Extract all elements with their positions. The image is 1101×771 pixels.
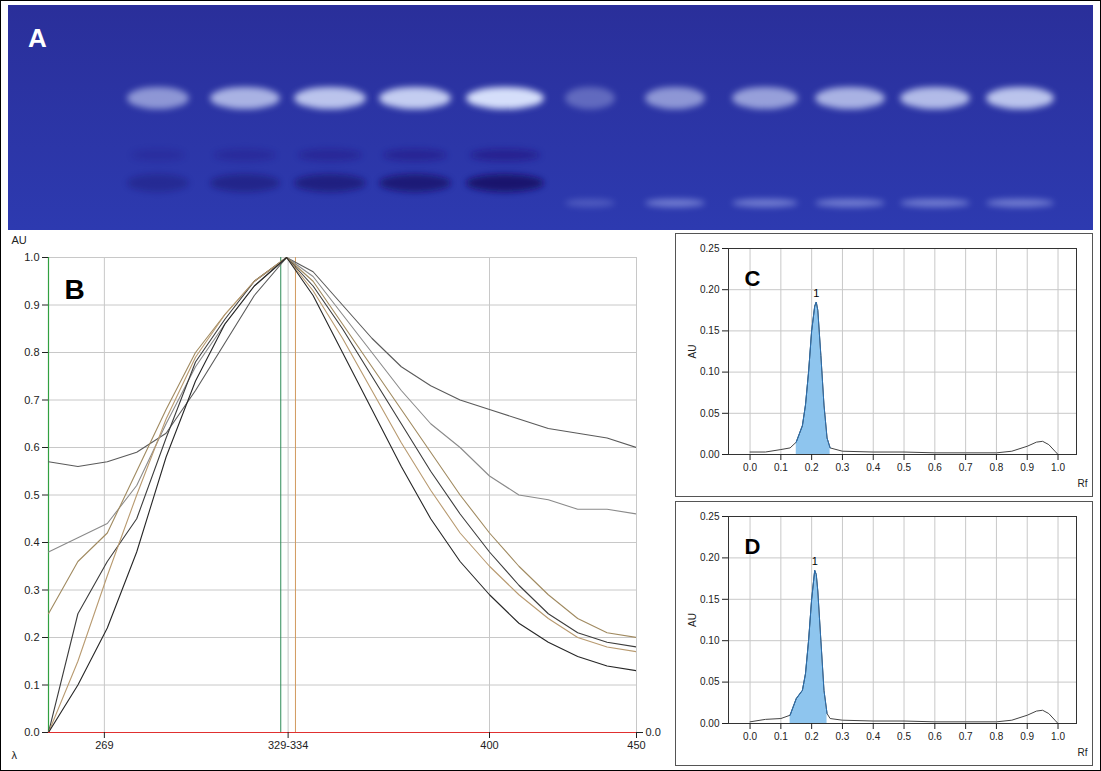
svg-text:0.4: 0.4 (24, 536, 39, 548)
svg-text:0.9: 0.9 (1020, 731, 1034, 742)
svg-text:0.05: 0.05 (700, 676, 720, 687)
svg-text:0.6: 0.6 (24, 441, 39, 453)
svg-text:0.1: 0.1 (774, 462, 788, 473)
svg-text:269: 269 (95, 739, 113, 751)
svg-text:Rf: Rf (1078, 478, 1088, 489)
svg-text:1.0: 1.0 (24, 251, 39, 263)
svg-text:A: A (28, 23, 47, 53)
svg-text:B: B (65, 274, 85, 305)
svg-text:0.7: 0.7 (24, 394, 39, 406)
svg-text:0.0: 0.0 (743, 462, 757, 473)
svg-text:0.0: 0.0 (743, 731, 757, 742)
svg-text:1.0: 1.0 (1051, 731, 1065, 742)
svg-text:0.10: 0.10 (700, 366, 720, 377)
svg-text:1: 1 (812, 555, 818, 567)
svg-text:0.9: 0.9 (1020, 462, 1034, 473)
svg-text:400: 400 (480, 739, 498, 751)
svg-text:0.3: 0.3 (24, 584, 39, 596)
svg-text:0.7: 0.7 (959, 462, 973, 473)
svg-text:0.20: 0.20 (700, 552, 720, 563)
svg-text:0.3: 0.3 (835, 731, 849, 742)
svg-text:0.8: 0.8 (24, 346, 39, 358)
svg-text:0.2: 0.2 (24, 631, 39, 643)
svg-text:0.10: 0.10 (700, 635, 720, 646)
svg-text:0.5: 0.5 (897, 462, 911, 473)
svg-text:0.8: 0.8 (989, 462, 1003, 473)
svg-text:0.5: 0.5 (24, 489, 39, 501)
svg-text:0.0: 0.0 (24, 726, 39, 738)
svg-text:0.00: 0.00 (700, 449, 720, 460)
svg-text:C: C (745, 266, 761, 291)
svg-text:0.7: 0.7 (959, 731, 973, 742)
svg-text:0.15: 0.15 (700, 325, 720, 336)
svg-text:AU: AU (687, 613, 698, 627)
svg-text:0.2: 0.2 (805, 731, 819, 742)
svg-text:0.1: 0.1 (774, 731, 788, 742)
svg-text:0.2: 0.2 (805, 462, 819, 473)
svg-text:0.3: 0.3 (835, 462, 849, 473)
svg-text:λ: λ (12, 749, 18, 761)
svg-text:Rf: Rf (1078, 747, 1088, 758)
svg-text:0.6: 0.6 (928, 731, 942, 742)
svg-text:D: D (745, 534, 761, 559)
svg-text:1.0: 1.0 (1051, 462, 1065, 473)
svg-text:0.1: 0.1 (24, 679, 39, 691)
svg-text:329-334: 329-334 (268, 739, 308, 751)
svg-text:0.00: 0.00 (700, 718, 720, 729)
svg-text:0.25: 0.25 (700, 511, 720, 522)
svg-text:0.4: 0.4 (866, 462, 880, 473)
svg-text:0.05: 0.05 (700, 408, 720, 419)
svg-text:0.0: 0.0 (646, 726, 661, 738)
svg-text:0.4: 0.4 (866, 731, 880, 742)
svg-text:0.25: 0.25 (700, 243, 720, 254)
svg-text:0.20: 0.20 (700, 284, 720, 295)
svg-text:1: 1 (813, 287, 819, 299)
svg-text:0.9: 0.9 (24, 299, 39, 311)
svg-text:0.5: 0.5 (897, 731, 911, 742)
svg-text:0.8: 0.8 (989, 731, 1003, 742)
svg-text:0.6: 0.6 (928, 462, 942, 473)
svg-text:0.15: 0.15 (700, 594, 720, 605)
svg-text:AU: AU (12, 234, 27, 246)
svg-text:450: 450 (627, 739, 645, 751)
svg-text:AU: AU (687, 345, 698, 359)
